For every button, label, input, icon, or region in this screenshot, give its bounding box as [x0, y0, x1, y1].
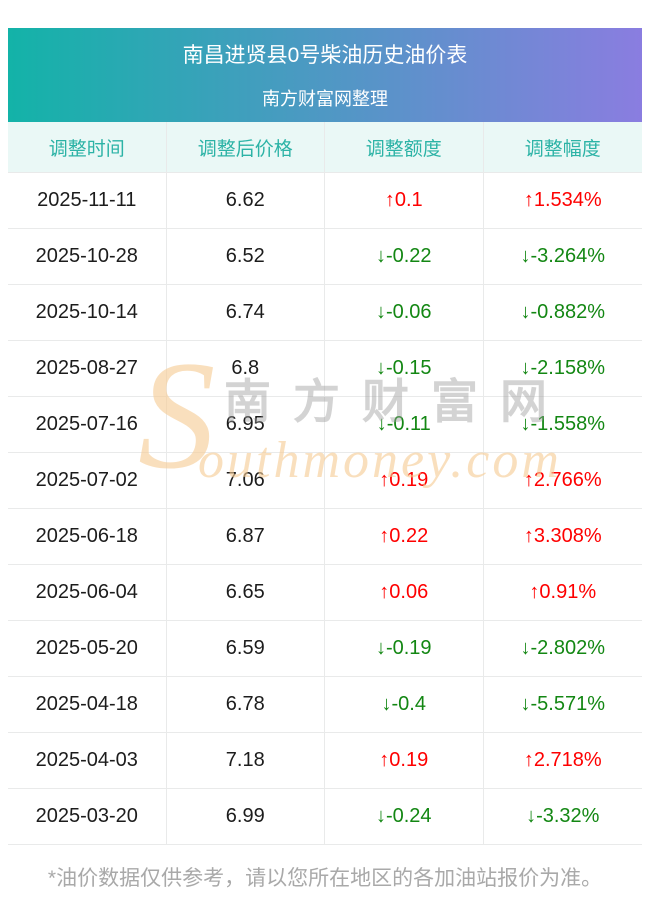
table-row: 2025-06-04 6.65 ↑0.06 ↑0.91%: [8, 565, 642, 621]
cell-pct: ↓-3.264%: [520, 245, 606, 267]
cell-pct: ↓-0.882%: [520, 301, 606, 323]
cell-price: 6.8: [167, 341, 325, 396]
column-header-date: 调整时间: [8, 122, 167, 172]
table-row: 2025-04-03 7.18 ↑0.19 ↑2.718%: [8, 733, 642, 789]
cell-pct: ↑2.766%: [523, 469, 602, 491]
cell-date: 2025-03-20: [8, 789, 167, 844]
table-body: 2025-11-11 6.62 ↑0.1 ↑1.534% 2025-10-28 …: [8, 173, 642, 845]
cell-price: 6.52: [167, 229, 325, 284]
cell-change: ↓-0.4: [325, 677, 484, 732]
cell-pct: ↓-1.558%: [520, 413, 606, 435]
cell-pct: ↑2.718%: [523, 749, 602, 771]
cell-pct: ↓-3.32%: [526, 805, 600, 827]
table-row: 2025-07-16 6.95 ↓-0.11 ↓-1.558%: [8, 397, 642, 453]
cell-price: 6.95: [167, 397, 325, 452]
cell-price: 6.62: [167, 173, 325, 228]
cell-change: ↓-0.24: [325, 789, 484, 844]
page-title: 南昌进贤县0号柴油历史油价表: [182, 43, 468, 67]
cell-date: 2025-07-02: [8, 453, 167, 508]
table-row: 2025-03-20 6.99 ↓-0.24 ↓-3.32%: [8, 789, 642, 845]
cell-price: 6.99: [167, 789, 325, 844]
cell-price: 6.74: [167, 285, 325, 340]
disclaimer-footnote: *油价数据仅供参考，请以您所在地区的各加油站报价为准。: [47, 867, 603, 890]
cell-price: 6.78: [167, 677, 325, 732]
cell-change: ↑0.22: [325, 509, 484, 564]
cell-change: ↓-0.19: [325, 621, 484, 676]
cell-date: 2025-11-11: [8, 173, 167, 228]
cell-price: 6.87: [167, 509, 325, 564]
table-row: 2025-08-27 6.8 ↓-0.15 ↓-2.158%: [8, 341, 642, 397]
table-title-banner: 南昌进贤县0号柴油历史油价表 南方财富网整理: [8, 28, 642, 122]
cell-change: ↑0.19: [325, 733, 484, 788]
cell-pct: ↑1.534%: [523, 189, 602, 211]
cell-change: ↓-0.22: [325, 229, 484, 284]
cell-change: ↑0.19: [325, 453, 484, 508]
cell-price: 6.59: [167, 621, 325, 676]
table-row: 2025-11-11 6.62 ↑0.1 ↑1.534%: [8, 173, 642, 229]
cell-change: ↓-0.15: [325, 341, 484, 396]
cell-change: ↓-0.06: [325, 285, 484, 340]
cell-price: 6.65: [167, 565, 325, 620]
cell-change: ↑0.06: [325, 565, 484, 620]
table-header-row: 调整时间 调整后价格 调整额度 调整幅度: [8, 122, 642, 173]
table-row: 2025-10-14 6.74 ↓-0.06 ↓-0.882%: [8, 285, 642, 341]
cell-change: ↓-0.11: [325, 397, 484, 452]
cell-pct: ↓-2.802%: [520, 637, 606, 659]
cell-pct: ↓-5.571%: [520, 693, 606, 715]
cell-date: 2025-06-04: [8, 565, 167, 620]
table-row: 2025-06-18 6.87 ↑0.22 ↑3.308%: [8, 509, 642, 565]
cell-date: 2025-10-14: [8, 285, 167, 340]
cell-date: 2025-10-28: [8, 229, 167, 284]
cell-pct: ↓-2.158%: [520, 357, 606, 379]
table-row: 2025-04-18 6.78 ↓-0.4 ↓-5.571%: [8, 677, 642, 733]
column-header-pct: 调整幅度: [483, 122, 642, 172]
table-row: 2025-05-20 6.59 ↓-0.19 ↓-2.802%: [8, 621, 642, 677]
cell-date: 2025-04-18: [8, 677, 167, 732]
cell-date: 2025-07-16: [8, 397, 167, 452]
cell-price: 7.18: [167, 733, 325, 788]
cell-date: 2025-05-20: [8, 621, 167, 676]
column-header-price: 调整后价格: [166, 122, 325, 172]
cell-date: 2025-08-27: [8, 341, 167, 396]
cell-change: ↑0.1: [325, 173, 484, 228]
table-row: 2025-07-02 7.06 ↑0.19 ↑2.766%: [8, 453, 642, 509]
cell-price: 7.06: [167, 453, 325, 508]
page-subtitle: 南方财富网整理: [262, 88, 388, 109]
column-header-change: 调整额度: [325, 122, 484, 172]
cell-date: 2025-06-18: [8, 509, 167, 564]
cell-pct: ↑3.308%: [523, 525, 602, 547]
cell-pct: ↑0.91%: [529, 581, 597, 603]
price-history-table: 调整时间 调整后价格 调整额度 调整幅度 2025-11-11 6.62 ↑0.…: [8, 122, 642, 845]
cell-date: 2025-04-03: [8, 733, 167, 788]
table-row: 2025-10-28 6.52 ↓-0.22 ↓-3.264%: [8, 229, 642, 285]
